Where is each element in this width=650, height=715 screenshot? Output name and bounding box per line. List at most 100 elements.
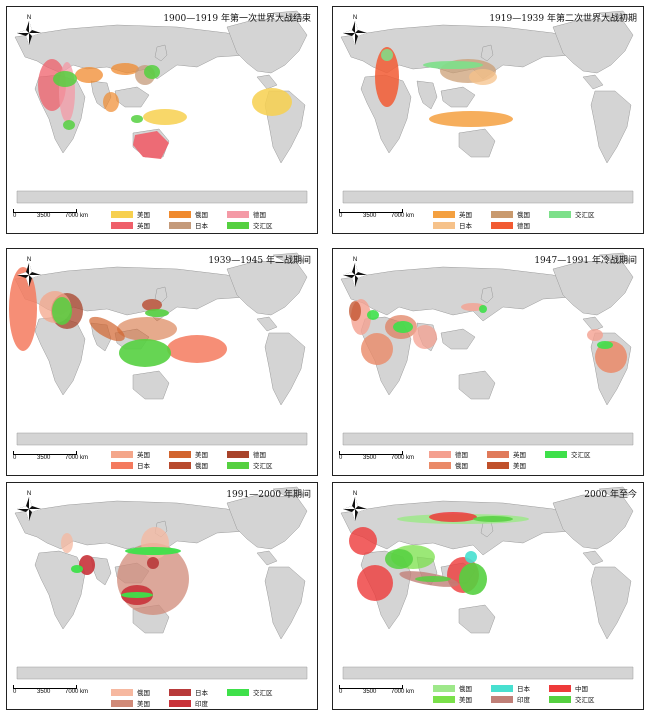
legend-swatch [491,221,513,229]
continent [582,316,604,332]
influence-zones [61,527,189,615]
zone-overlap-1 [53,71,77,87]
continent [132,370,170,400]
legend-label: 德国 [517,222,530,230]
panel-title: 1939—1945 年二战期间 [208,256,311,266]
map-panel-4: N 1947—1991 年冷战期间 0 3500 7000 km 德国 英国 交汇区 俄国… [332,248,644,476]
legend-item: 交汇区 [549,694,595,704]
north-arrow-icon: N [17,491,41,521]
continent [590,90,632,164]
panel-title: 2000 年至今 [584,490,637,500]
map-panel-3: N 1939—1945 年二战期间 0 3500 7000 km 英国 美国 德国 日本 俄… [6,248,318,476]
legend-item: 德国 [227,449,266,459]
north-label: N [353,257,357,263]
scale-bar: 0 3500 7000 km [13,451,88,465]
scale-bar-line [339,451,403,455]
zone-germany [59,62,75,122]
legend-swatch [227,461,249,469]
zone-usa [349,301,361,321]
north-arrow-icon: N [343,257,367,287]
map-canvas: N [14,486,308,680]
legend-label: 日本 [195,222,208,230]
north-label: N [27,491,31,497]
scale-label: 3500 [37,213,51,219]
legend-label: 中国 [575,685,588,693]
legend-label: 俄国 [195,211,208,219]
north-label: N [27,257,31,263]
zone-usa-americas [252,88,292,116]
map-panel-5: N 1991—2000 年期间 0 3500 7000 km 俄国 日本 交汇区 美国 印度 [6,482,318,710]
legend-label: 日本 [195,689,208,697]
legend-swatch [491,695,513,703]
continent [264,332,306,406]
compass-star-highlight [17,497,41,521]
legend-item: 俄国 [491,209,530,219]
zone-overlap-1 [125,547,181,555]
continent [552,260,634,316]
continent [582,550,604,566]
continent [552,18,634,74]
zone-uk-india [103,92,119,112]
map-panel-2: N 1919—1939 年第二次世界大战初期 0 3500 7000 km 英国 俄国… [332,6,644,234]
zone-usa [89,316,125,342]
compass-star [343,497,367,521]
continent [14,500,258,556]
legend-swatch [491,684,513,692]
zone-overlap-1 [459,563,487,595]
legend-item: 日本 [169,220,208,230]
zone-usa-3 [587,329,603,341]
zone-overlap-2 [381,49,393,61]
scale-bar-line [339,685,403,689]
continent [480,44,494,62]
legend-swatch [111,461,133,469]
legend-label: 美国 [459,696,472,704]
zone-overlap-1 [52,297,72,325]
continent [154,44,168,62]
panel-title: 1991—2000 年期间 [226,490,311,500]
scale-bar: 0 3500 7000 km [339,685,414,699]
scale-label: 0 [13,455,17,461]
legend-label: 俄国 [455,462,468,470]
scale-bar: 0 3500 7000 km [339,209,414,223]
continent [264,566,306,640]
north-label: N [27,15,31,21]
legend-label: 印度 [195,700,208,708]
legend-item: 日本 [111,460,150,470]
legend-item: 俄国 [169,460,208,470]
zone-uk [38,59,66,111]
continent [458,370,496,400]
zone-germany-2 [413,325,437,349]
legend-swatch [111,699,133,707]
legend-item: 日本 [433,220,472,230]
legend-swatch [429,461,451,469]
legend-label: 俄国 [137,689,150,697]
world-landmass [340,10,634,204]
zone-uk-australia [133,131,169,159]
legend-label: 德国 [253,451,266,459]
legend-item: 俄国 [111,687,150,697]
antarctica [342,666,634,680]
zone-russia [142,299,162,311]
continent [582,74,604,90]
legend-label: 俄国 [517,211,530,219]
legend-label: 交汇区 [571,451,591,459]
map-panel-1: N 1900—1919 年第一次世界大战结束 0 3500 7000 km 美国 俄国… [6,6,318,234]
north-label: N [353,15,357,21]
legend-label: 英国 [137,222,150,230]
zone-overlap-2 [385,549,413,569]
zone-russia [75,67,103,83]
legend-label: 德国 [455,451,468,459]
north-arrow-icon: N [343,15,367,45]
compass-star-highlight [17,263,41,287]
continent [552,494,634,550]
legend-swatch [227,450,249,458]
zone-usa-2 [117,317,177,341]
legend-label: 俄国 [459,685,472,693]
legend-swatch [169,450,191,458]
legend-label: 美国 [137,211,150,219]
zone-overlap-3 [63,120,75,130]
scale-label: 7000 km [65,455,89,461]
legend-label: 日本 [517,685,530,693]
continent [340,266,584,322]
legend-label: 俄国 [195,462,208,470]
